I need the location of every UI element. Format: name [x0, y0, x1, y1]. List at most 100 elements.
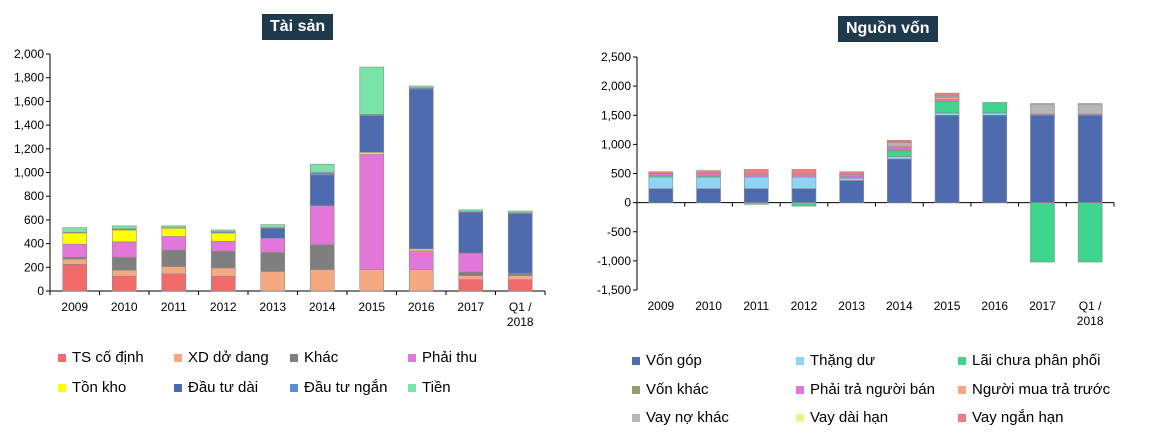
capital-legend-swatch	[796, 356, 804, 365]
capital-legend-label: Vay dài hạn	[810, 409, 889, 426]
capital-ytick-label: 2,000	[601, 79, 631, 93]
assets-chart-title: Tài sản	[262, 14, 334, 40]
assets-xtick-label: 2013	[259, 300, 286, 314]
capital-bar-2016-s2	[982, 102, 1008, 114]
capital-bar-2017-s2	[1030, 202, 1055, 263]
assets-ytick-label: 1,200	[14, 142, 44, 156]
capital-bar-2016-s1	[982, 112, 1008, 116]
capital-legend-item: Vay nợ khác	[632, 409, 729, 426]
capital-legend-label: Phải trả người bán	[810, 381, 935, 398]
assets-ytick-label: 2,000	[14, 47, 44, 61]
assets-legend-label: Đầu tư ngắn	[304, 379, 388, 396]
capital-legend-swatch	[796, 385, 804, 394]
capital-xtick-label: 2014	[886, 299, 913, 313]
assets-legend-label: XD dở dang	[188, 349, 269, 366]
capital-xtick-label: 2018	[1077, 314, 1104, 328]
assets-xtick-label: 2017	[457, 300, 484, 314]
capital-bar-2011-s1	[743, 176, 769, 189]
assets-xtick-label: Q1 /	[509, 300, 532, 314]
capital-bar-2017-s7	[1030, 103, 1055, 105]
assets-legend-item: Đầu tư dài	[174, 379, 258, 396]
assets-legend-item: Phải thu	[408, 349, 477, 366]
capital-bar-2013-s8	[839, 171, 864, 175]
assets-ytick-label: 400	[24, 237, 44, 251]
capital-xtick-label: 2012	[791, 299, 818, 313]
assets-legend-swatch	[408, 353, 416, 362]
capital-legend-swatch	[632, 356, 640, 365]
assets-legend-item: Tồn kho	[58, 379, 126, 396]
assets-legend-label: TS cố định	[72, 349, 144, 366]
capital-bar-2015-s0	[934, 114, 960, 203]
assets-ytick-label: 0	[37, 284, 44, 298]
assets-ytick-label: 1,600	[14, 94, 44, 108]
assets-xtick-label: 2014	[309, 300, 336, 314]
capital-bar-2012-s1	[791, 176, 817, 189]
capital-legend-item: Lãi chưa phân phối	[958, 352, 1100, 369]
assets-chart: 0 200 400 600 800 1,000 1,200 1,400 1,600 1,800 2,…	[14, 47, 546, 329]
assets-xtick-label: 2009	[61, 300, 88, 314]
assets-legend-item: XD dở dang	[174, 349, 269, 366]
capital-xtick-label: 2015	[934, 299, 961, 313]
capital-ytick-label: -500	[607, 225, 631, 239]
capital-legend-item: Vay dài hạn	[796, 409, 888, 426]
assets-ytick-label: 1,400	[14, 118, 44, 132]
capital-legend-swatch	[958, 413, 966, 422]
assets-bar-2014-s7	[309, 163, 335, 173]
capital-legend-item: Vay ngắn hạn	[958, 409, 1063, 426]
capital-legend-item: Thặng dư	[796, 352, 875, 369]
assets-ytick-label: 200	[24, 260, 44, 274]
capital-bar-2017-s0	[1030, 114, 1055, 203]
assets-bar-2009-s0	[62, 264, 88, 292]
capital-bar-2016-s0	[982, 114, 1008, 203]
capital-legend-label: Vay ngắn hạn	[972, 409, 1064, 426]
assets-legend-label: Tồn kho	[72, 379, 127, 396]
capital-bar-2014-s0	[887, 158, 912, 203]
assets-xtick-label: 2018	[507, 315, 534, 329]
capital-legend-swatch	[958, 356, 966, 365]
assets-legend-item: Khác	[290, 349, 338, 366]
capital-legend-label: Vay nợ khác	[646, 409, 729, 426]
capital-bar-2009-s0	[648, 188, 674, 203]
capital-bar-2013-s1	[839, 177, 864, 181]
capital-legend-label: Vốn khác	[646, 381, 709, 398]
assets-legend-swatch	[290, 353, 298, 362]
capital-xtick-label: Q1 /	[1079, 299, 1102, 313]
assets-legend-swatch	[174, 353, 182, 362]
assets-legend-swatch	[174, 383, 182, 392]
capital-bar-2010-s1	[696, 176, 721, 189]
assets-legend-label: Khác	[304, 349, 339, 366]
assets-bar-2016-s7	[408, 85, 434, 89]
capital-legend-item: Vốn khác	[632, 381, 709, 398]
capital-bar-2010-s4	[696, 173, 721, 177]
assets-bar-2017-s7	[458, 209, 484, 212]
capital-legend-swatch	[796, 413, 804, 422]
capital-legend-label: Lãi chưa phân phối	[972, 352, 1101, 369]
assets-legend-swatch	[58, 383, 66, 392]
capital-legend-swatch	[958, 385, 966, 394]
capital-bar-Q12018-s2	[1077, 202, 1103, 263]
assets-legend-label: Tiền	[422, 379, 451, 396]
assets-ytick-label: 1,800	[14, 71, 44, 85]
capital-bar-2013-s4	[839, 174, 864, 178]
capital-bar-2011-s0	[743, 188, 769, 203]
capital-ytick-label: 1,000	[601, 137, 631, 151]
capital-legend-item: Người mua trả trước	[958, 381, 1110, 398]
assets-bar-2012-s7	[210, 229, 236, 233]
capital-bar-2012-s4	[791, 174, 817, 178]
capital-bar-Q12018-s7	[1077, 103, 1103, 105]
capital-legend-label: Vốn góp	[646, 352, 702, 369]
capital-bar-2014-s2	[887, 150, 912, 157]
capital-bar-2015-s8	[934, 92, 960, 97]
capital-xtick-label: 2009	[647, 299, 674, 313]
capital-bar-2011-s2	[743, 202, 769, 205]
capital-chart-title: Nguồn vốn	[838, 16, 938, 42]
capital-bar-2012-s0	[791, 188, 817, 203]
capital-ytick-label: -1,500	[597, 283, 631, 297]
capital-bar-2014-s1	[887, 156, 912, 160]
capital-bar-2010-s0	[696, 188, 721, 203]
assets-bar-2015-s7	[359, 66, 385, 115]
capital-legend-swatch	[632, 413, 640, 422]
capital-bar-2015-s1	[934, 112, 960, 116]
capital-xtick-label: 2017	[1029, 299, 1056, 313]
assets-ytick-label: 600	[24, 213, 44, 227]
